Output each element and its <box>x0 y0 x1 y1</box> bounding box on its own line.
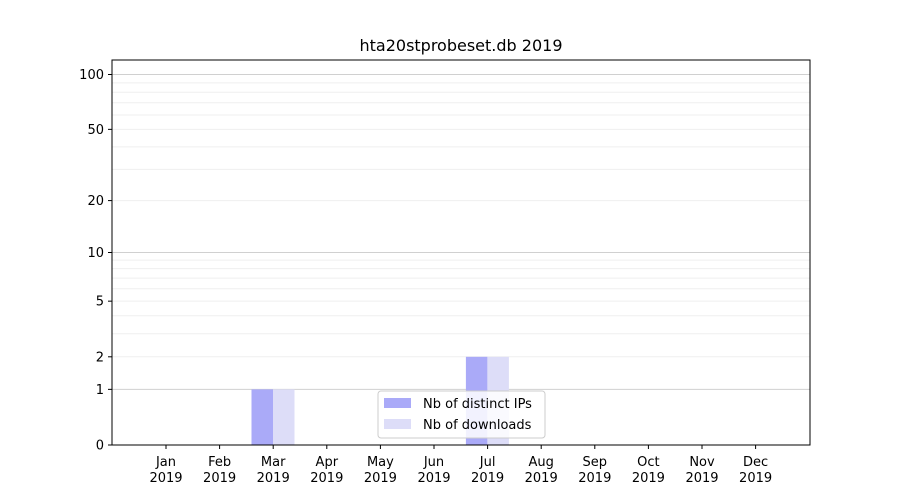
y-tick-label: 10 <box>87 246 104 261</box>
x-tick-label-month: Nov <box>689 455 715 470</box>
x-tick-label-month: Mar <box>261 455 286 470</box>
x-axis: Jan2019Feb2019Mar2019Apr2019May2019Jun20… <box>149 445 772 486</box>
y-tick-label: 100 <box>79 68 104 83</box>
y-axis: 0 1 2 5 10 20 50 100 <box>79 68 112 454</box>
x-tick-label-year: 2019 <box>310 471 343 486</box>
x-tick-label-year: 2019 <box>203 471 236 486</box>
x-tick-label-month: Apr <box>316 455 339 470</box>
x-tick-label-month: Oct <box>637 455 659 470</box>
x-tick-label-year: 2019 <box>364 471 397 486</box>
x-tick-label-year: 2019 <box>525 471 558 486</box>
y-tick-label: 50 <box>87 123 104 138</box>
x-tick-label-year: 2019 <box>149 471 182 486</box>
y-tick-label: 1 <box>96 383 104 398</box>
legend: Nb of distinct IPs Nb of downloads <box>377 390 546 439</box>
legend-label: Nb of downloads <box>423 418 532 433</box>
x-tick-label-year: 2019 <box>257 471 290 486</box>
grid <box>112 74 810 390</box>
chart-title: hta20stprobeset.db 2019 <box>359 36 562 55</box>
x-tick-label-month: Jan <box>155 455 176 470</box>
x-tick-label-year: 2019 <box>471 471 504 486</box>
x-tick-label-year: 2019 <box>417 471 450 486</box>
x-tick-label-year: 2019 <box>739 471 772 486</box>
x-tick-label-year: 2019 <box>578 471 611 486</box>
x-tick-label-month: May <box>367 455 394 470</box>
y-tick-label: 0 <box>96 439 104 454</box>
legend-box <box>377 390 546 439</box>
legend-swatch <box>384 398 411 408</box>
y-tick-label: 2 <box>96 350 104 365</box>
legend-label: Nb of distinct IPs <box>423 397 532 412</box>
x-tick-label-year: 2019 <box>632 471 665 486</box>
bar-downloads <box>273 389 295 445</box>
legend-swatch <box>384 419 411 429</box>
x-tick-label-month: Aug <box>529 455 554 470</box>
y-tick-label: 5 <box>96 295 104 310</box>
x-tick-label-month: Dec <box>743 455 768 470</box>
x-tick-label-month: Sep <box>583 455 608 470</box>
bar-distinct-ips <box>251 389 273 445</box>
x-tick-label-month: Jun <box>423 455 444 470</box>
x-tick-label-month: Jul <box>479 455 496 470</box>
x-tick-label-year: 2019 <box>685 471 718 486</box>
x-tick-label-month: Feb <box>208 455 231 470</box>
y-tick-label: 20 <box>87 194 104 209</box>
